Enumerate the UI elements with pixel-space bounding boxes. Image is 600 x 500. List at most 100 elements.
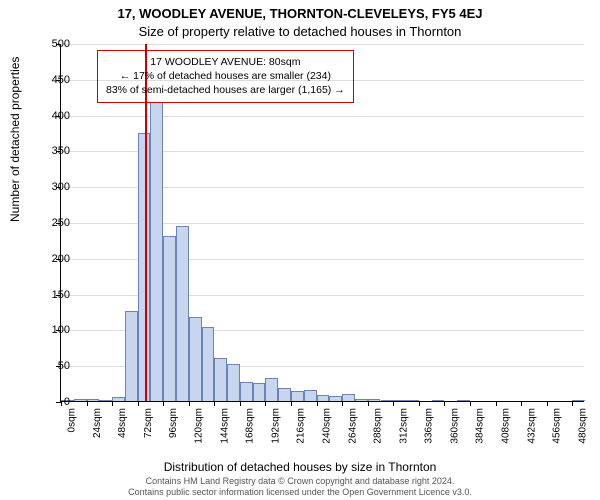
- histogram-bar: [291, 391, 304, 401]
- xtick-mark: [189, 401, 190, 406]
- footer-line1: Contains HM Land Registry data © Crown c…: [0, 476, 600, 487]
- xtick-label-wrap: 144sqm: [214, 408, 215, 409]
- y-axis-label: Number of detached properties: [8, 57, 22, 222]
- histogram-bar: [87, 399, 100, 401]
- xtick-label: 216sqm: [296, 408, 307, 444]
- histogram-bar: [457, 400, 470, 401]
- histogram-bar: [112, 397, 125, 401]
- xtick-label: 0sqm: [66, 408, 77, 432]
- xtick-label: 312sqm: [398, 408, 409, 444]
- plot-area: 0sqm24sqm48sqm72sqm96sqm120sqm144sqm168s…: [60, 44, 584, 402]
- annotation-box: 17 WOODLEY AVENUE: 80sqm← 17% of detache…: [97, 50, 354, 103]
- xtick-mark: [419, 401, 420, 406]
- xtick-label: 48sqm: [117, 408, 128, 438]
- histogram-bar: [304, 390, 317, 401]
- xtick-label: 24sqm: [92, 408, 103, 438]
- histogram-bar: [355, 399, 368, 401]
- xtick-mark: [521, 401, 522, 406]
- chart-container: 17, WOODLEY AVENUE, THORNTON-CLEVELEYS, …: [0, 0, 600, 500]
- xtick-mark: [547, 401, 548, 406]
- xtick-mark: [317, 401, 318, 406]
- xtick-mark: [214, 401, 215, 406]
- histogram-bar: [253, 383, 266, 401]
- xtick-label-wrap: 72sqm: [138, 408, 139, 409]
- xtick-label-wrap: 384sqm: [470, 408, 471, 409]
- chart-title-address: 17, WOODLEY AVENUE, THORNTON-CLEVELEYS, …: [0, 6, 600, 21]
- ytick-label: 400: [30, 110, 70, 122]
- ytick-label: 200: [30, 253, 70, 265]
- ytick-label: 250: [30, 217, 70, 229]
- xtick-label-wrap: 48sqm: [112, 408, 113, 409]
- xtick-label: 240sqm: [322, 408, 333, 444]
- ytick-label: 100: [30, 324, 70, 336]
- xtick-mark: [444, 401, 445, 406]
- annotation-line3: 83% of semi-detached houses are larger (…: [106, 83, 345, 97]
- xtick-label-wrap: 360sqm: [444, 408, 445, 409]
- xtick-mark: [368, 401, 369, 406]
- ytick-label: 300: [30, 181, 70, 193]
- xtick-mark: [112, 401, 113, 406]
- xtick-label: 360sqm: [449, 408, 460, 444]
- plot-inner: 0sqm24sqm48sqm72sqm96sqm120sqm144sqm168s…: [60, 44, 584, 402]
- ytick-label: 450: [30, 74, 70, 86]
- histogram-bar: [163, 236, 176, 401]
- histogram-bar: [125, 311, 138, 401]
- xtick-label: 384sqm: [475, 408, 486, 444]
- xtick-label-wrap: 168sqm: [240, 408, 241, 409]
- xtick-label-wrap: 288sqm: [368, 408, 369, 409]
- histogram-bar: [74, 399, 87, 401]
- xtick-label-wrap: 408sqm: [496, 408, 497, 409]
- footer-attribution: Contains HM Land Registry data © Crown c…: [0, 476, 600, 498]
- xtick-mark: [291, 401, 292, 406]
- histogram-bar: [317, 395, 330, 401]
- xtick-label: 96sqm: [168, 408, 179, 438]
- histogram-bar: [342, 394, 355, 401]
- xtick-label: 432sqm: [526, 408, 537, 444]
- histogram-bar: [265, 378, 278, 401]
- histogram-bar: [329, 396, 342, 401]
- histogram-bar: [381, 400, 394, 401]
- annotation-line1: 17 WOODLEY AVENUE: 80sqm: [106, 55, 345, 69]
- histogram-bar: [150, 102, 163, 401]
- xtick-label: 192sqm: [270, 408, 281, 444]
- xtick-label-wrap: 264sqm: [342, 408, 343, 409]
- histogram-bar: [138, 133, 151, 401]
- xtick-label-wrap: 480sqm: [572, 408, 573, 409]
- xtick-mark: [87, 401, 88, 406]
- histogram-bar: [368, 399, 381, 401]
- xtick-label: 264sqm: [347, 408, 358, 444]
- xtick-mark: [393, 401, 394, 406]
- xtick-mark: [496, 401, 497, 406]
- histogram-bar: [240, 382, 253, 401]
- xtick-label: 168sqm: [245, 408, 256, 444]
- xtick-label-wrap: 240sqm: [317, 408, 318, 409]
- xtick-label-wrap: 24sqm: [87, 408, 88, 409]
- ytick-label: 150: [30, 289, 70, 301]
- ytick-label: 500: [30, 38, 70, 50]
- annotation-line2: ← 17% of detached houses are smaller (23…: [106, 69, 345, 83]
- xtick-label-wrap: 456sqm: [547, 408, 548, 409]
- x-axis-label: Distribution of detached houses by size …: [0, 460, 600, 474]
- ytick-label: 350: [30, 145, 70, 157]
- xtick-mark: [138, 401, 139, 406]
- histogram-bar: [278, 388, 291, 401]
- gridline-h: [61, 44, 584, 45]
- xtick-label: 288sqm: [373, 408, 384, 444]
- histogram-bar: [99, 400, 112, 401]
- xtick-label-wrap: 192sqm: [265, 408, 266, 409]
- xtick-mark: [342, 401, 343, 406]
- footer-line2: Contains public sector information licen…: [0, 487, 600, 498]
- histogram-bar: [176, 226, 189, 401]
- histogram-bar: [406, 400, 419, 401]
- ytick-label: 50: [30, 360, 70, 372]
- xtick-label: 336sqm: [424, 408, 435, 444]
- histogram-bar: [393, 400, 406, 401]
- xtick-label: 480sqm: [577, 408, 588, 444]
- xtick-label-wrap: 432sqm: [521, 408, 522, 409]
- xtick-label: 456sqm: [552, 408, 563, 444]
- xtick-label-wrap: 216sqm: [291, 408, 292, 409]
- histogram-bar: [572, 400, 585, 401]
- xtick-label: 144sqm: [219, 408, 230, 444]
- xtick-label-wrap: 336sqm: [419, 408, 420, 409]
- histogram-bar: [227, 364, 240, 401]
